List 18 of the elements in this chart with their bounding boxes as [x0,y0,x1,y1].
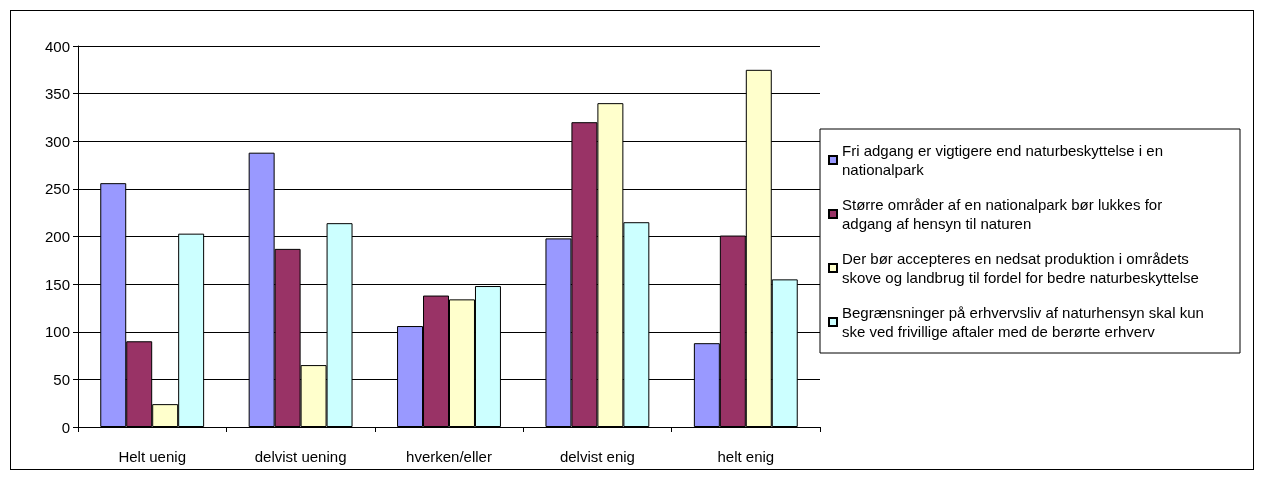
x-tick-label: Helt uenig [118,448,186,465]
legend-label: Fri adgang er vigtigere end naturbeskyttelse i en nationalpark [842,142,1168,178]
y-tick-label: 400 [44,37,70,55]
y-tick-label: 50 [53,370,70,388]
legend-label: Begrænsninger på erhvervsliv af naturhensyn skal kun ske ved frivillige aftaler med de berørte erhverv [842,304,1209,340]
x-tick-label: delvist uening [254,448,347,465]
legend-label: Større områder af en nationalpark bør lukkes for adgang af hensyn til naturen [842,196,1167,232]
x-tick-label: helt enig [717,448,775,465]
y-tick-label: 300 [44,132,70,150]
legend-label: Der bør accepteres en nedsat produktion i områdets skove og landbrug til fordel for bedre naturbeskyttelse [842,250,1199,286]
x-tick-label: hverken/eller [406,448,492,465]
x-tick-label: delvist enig [559,448,635,465]
y-tick-label: 150 [44,275,70,293]
y-tick-label: 350 [44,85,70,103]
y-tick-label: 0 [61,418,70,436]
y-tick-label: 200 [44,228,70,245]
y-tick-label: 100 [44,323,70,341]
y-tick-label: 250 [44,180,70,198]
